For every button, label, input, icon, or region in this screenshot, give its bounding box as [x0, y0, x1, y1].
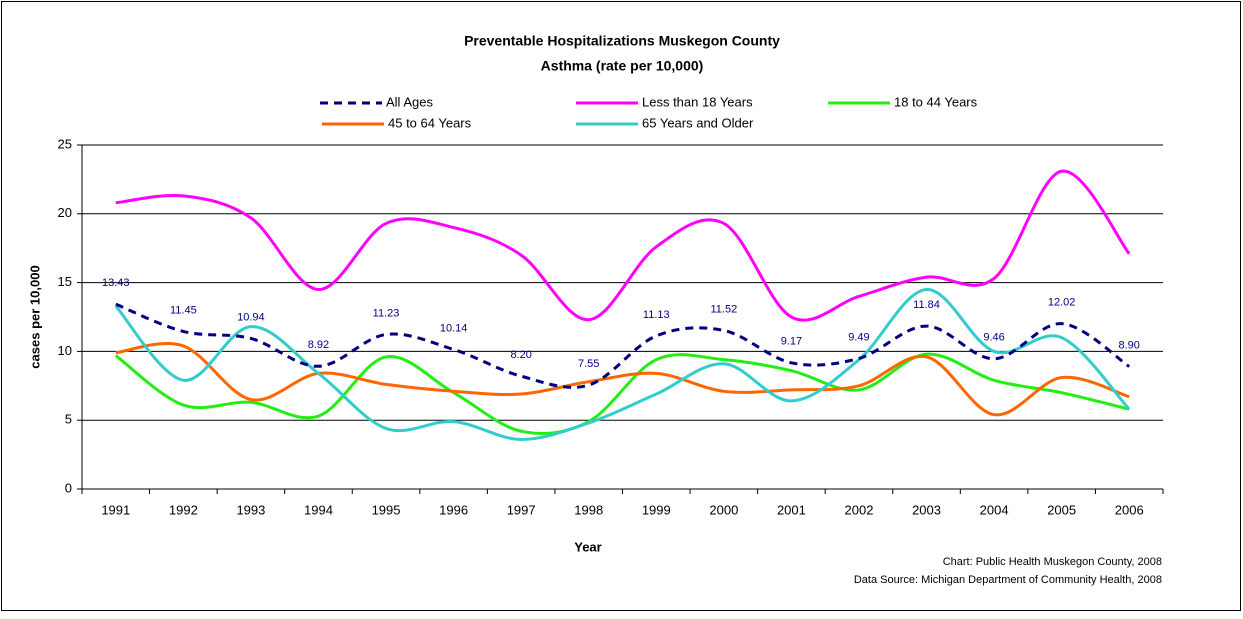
data-label: 9.17 [781, 336, 802, 348]
x-tick-label: 1998 [574, 502, 603, 517]
legend-label: 45 to 64 Years [388, 115, 472, 130]
x-tick-label: 1991 [101, 502, 130, 517]
x-tick-label: 1997 [507, 502, 536, 517]
data-label: 9.46 [983, 332, 1004, 344]
data-label: 12.02 [1048, 297, 1076, 309]
series-line [114, 352, 1130, 436]
x-tick-label: 1995 [372, 502, 401, 517]
x-tick-label: 2002 [845, 502, 874, 517]
x-tick-label: 2000 [709, 502, 738, 517]
y-tick-label: 25 [58, 136, 72, 151]
legend-label: Less than 18 Years [642, 94, 753, 109]
x-axis-label: Year [574, 539, 601, 554]
x-tick-label: 2005 [1047, 502, 1076, 517]
data-label: 11.52 [710, 303, 737, 315]
y-tick-label: 20 [58, 205, 72, 220]
data-label: 11.84 [913, 299, 940, 311]
y-tick-label: 10 [58, 343, 72, 358]
data-label: 11.23 [373, 307, 400, 319]
chart-title: Preventable Hospitalizations Muskegon Co… [464, 33, 780, 49]
series-line [115, 341, 1130, 417]
legend-label: All Ages [386, 94, 433, 109]
data-label: 11.13 [643, 309, 670, 321]
x-tick-label: 1996 [439, 502, 468, 517]
series-line [115, 169, 1131, 322]
data-label: 8.90 [1119, 339, 1140, 351]
data-label: 11.45 [170, 304, 197, 316]
x-tick-label: 1993 [236, 502, 265, 517]
legend-label: 18 to 44 Years [894, 94, 978, 109]
y-tick-label: 15 [58, 274, 72, 289]
x-tick-label: 1992 [169, 502, 198, 517]
y-axis-label: cases per 10,000 [27, 265, 42, 368]
x-tick-label: 2001 [777, 502, 806, 517]
y-tick-label: 5 [65, 412, 72, 427]
source-note: Chart: Public Health Muskegon County, 20… [943, 556, 1162, 568]
series-line [115, 302, 1131, 389]
source-note: Data Source: Michigan Department of Comm… [854, 574, 1162, 586]
x-tick-label: 1999 [642, 502, 671, 517]
x-tick-label: 1994 [304, 502, 333, 517]
data-label: 10.94 [237, 311, 265, 323]
series-line [114, 287, 1131, 441]
legend-label: 65 Years and Older [642, 115, 754, 130]
x-tick-label: 2006 [1115, 502, 1144, 517]
data-label: 7.55 [578, 358, 599, 370]
data-label: 10.14 [440, 322, 468, 334]
data-label: 9.49 [848, 331, 869, 343]
y-tick-label: 0 [65, 480, 72, 495]
x-tick-label: 2003 [912, 502, 941, 517]
data-label: 8.92 [308, 339, 329, 351]
data-label: 13.43 [102, 277, 130, 289]
x-tick-label: 2004 [980, 502, 1009, 517]
data-label: 8.20 [510, 349, 531, 361]
chart-subtitle: Asthma (rate per 10,000) [541, 58, 704, 74]
